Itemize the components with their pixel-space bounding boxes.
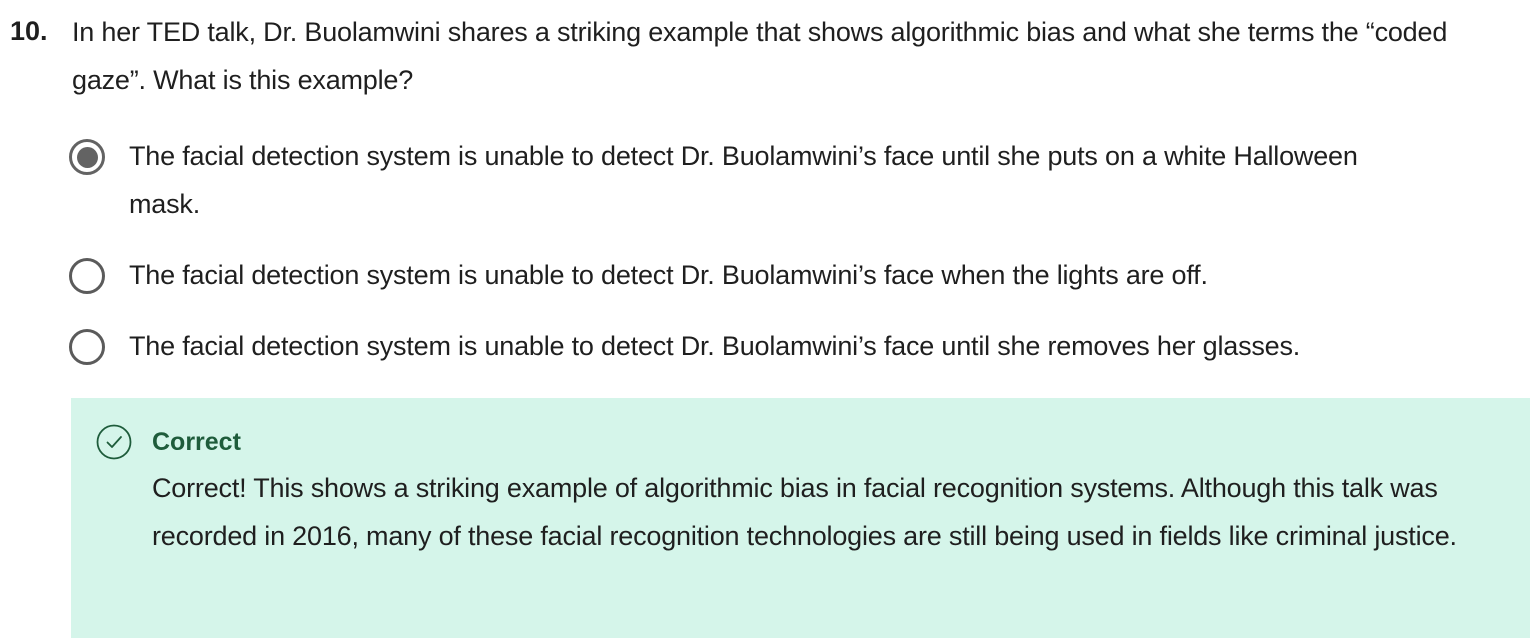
answer-option-label[interactable]: The facial detection system is unable to… xyxy=(129,260,1208,290)
feedback-panel: Correct Correct! This shows a striking e… xyxy=(71,398,1530,638)
check-circle-icon xyxy=(96,424,132,460)
radio-icon[interactable] xyxy=(69,329,105,365)
answer-option-2[interactable]: The facial detection system is unable to… xyxy=(68,251,1528,299)
answer-options: The facial detection system is unable to… xyxy=(68,132,1528,370)
feedback-status: Correct xyxy=(152,428,241,456)
radio-icon[interactable] xyxy=(69,258,105,294)
feedback-message: Correct! This shows a striking example o… xyxy=(152,473,1457,551)
question: 10. In her TED talk, Dr. Buolamwini shar… xyxy=(10,8,1530,104)
radio-selected-icon[interactable] xyxy=(69,139,105,175)
answer-option-label[interactable]: The facial detection system is unable to… xyxy=(129,141,1358,219)
answer-option-label[interactable]: The facial detection system is unable to… xyxy=(129,331,1301,361)
question-number: 10. xyxy=(10,16,48,46)
answer-option-3[interactable]: The facial detection system is unable to… xyxy=(68,322,1528,370)
answer-option-1[interactable]: The facial detection system is unable to… xyxy=(68,132,1528,228)
question-text: In her TED talk, Dr. Buolamwini shares a… xyxy=(72,17,1448,95)
